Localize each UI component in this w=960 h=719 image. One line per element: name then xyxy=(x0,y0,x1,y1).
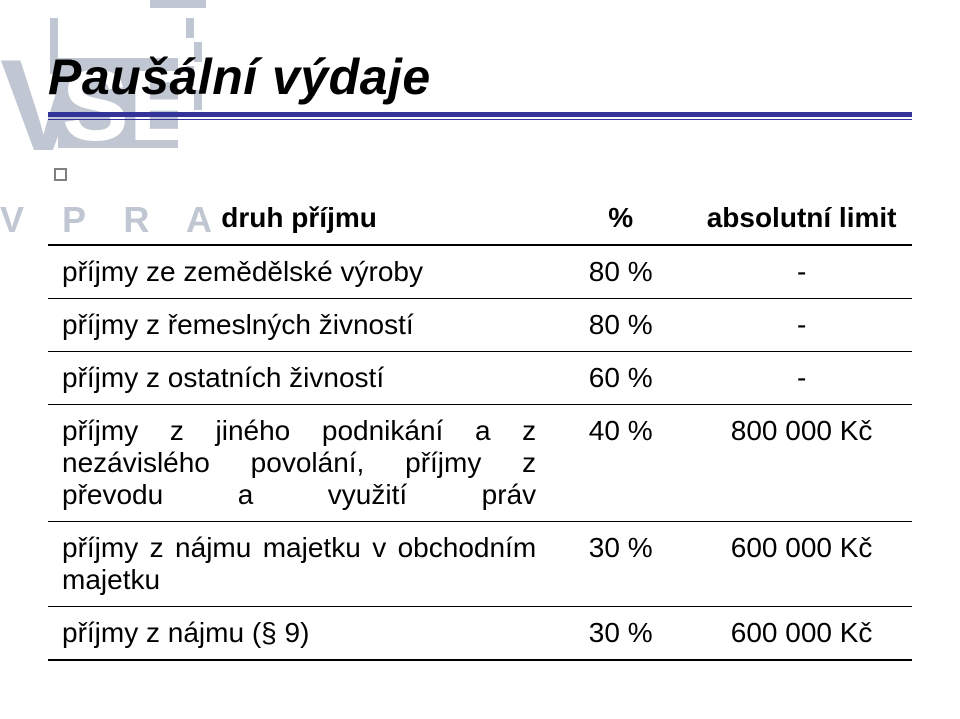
cell-pct: 60 % xyxy=(550,352,691,405)
cell-limit: - xyxy=(691,245,912,299)
cell-pct: 30 % xyxy=(550,522,691,607)
cell-limit: 600 000 Kč xyxy=(691,522,912,607)
cell-type: příjmy z nájmu majetku v obchodním majet… xyxy=(48,522,550,607)
cell-type: příjmy z jiného podnikání a z nezávisléh… xyxy=(48,405,550,522)
cell-limit: 800 000 Kč xyxy=(691,405,912,522)
cell-type: příjmy z ostatních živností xyxy=(48,352,550,405)
table-header-row: druh příjmu % absolutní limit xyxy=(48,192,912,245)
cell-limit: - xyxy=(691,352,912,405)
table-body: příjmy ze zemědělské výroby80 %-příjmy z… xyxy=(48,245,912,660)
slide: Paušální výdaje druh příjmu % absolutní … xyxy=(0,0,960,719)
table-row: příjmy z řemeslných živností80 %- xyxy=(48,299,912,352)
expense-table: druh příjmu % absolutní limit příjmy ze … xyxy=(48,192,912,661)
slide-title: Paušální výdaje xyxy=(48,48,912,106)
header-type: druh příjmu xyxy=(48,192,550,245)
cell-pct: 30 % xyxy=(550,607,691,661)
bullet-marker xyxy=(54,168,67,181)
cell-limit: 600 000 Kč xyxy=(691,607,912,661)
cell-type: příjmy ze zemědělské výroby xyxy=(48,245,550,299)
table-row: příjmy z nájmu majetku v obchodním majet… xyxy=(48,522,912,607)
cell-type: příjmy z nájmu (§ 9) xyxy=(48,607,550,661)
title-underline xyxy=(48,112,912,120)
table-row: příjmy ze zemědělské výroby80 %- xyxy=(48,245,912,299)
header-limit: absolutní limit xyxy=(691,192,912,245)
cell-type: příjmy z řemeslných živností xyxy=(48,299,550,352)
table-row: příjmy z nájmu (§ 9)30 %600 000 Kč xyxy=(48,607,912,661)
cell-pct: 40 % xyxy=(550,405,691,522)
table-row: příjmy z jiného podnikání a z nezávisléh… xyxy=(48,405,912,522)
table-row: příjmy z ostatních živností60 %- xyxy=(48,352,912,405)
cell-limit: - xyxy=(691,299,912,352)
header-pct: % xyxy=(550,192,691,245)
cell-pct: 80 % xyxy=(550,299,691,352)
cell-pct: 80 % xyxy=(550,245,691,299)
